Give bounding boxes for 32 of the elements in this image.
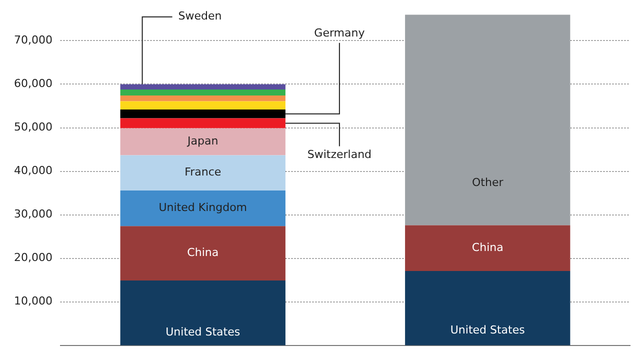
bar — [120, 128, 286, 156]
text: Sweden — [178, 10, 222, 23]
bar — [120, 280, 286, 346]
bar — [120, 84, 286, 90]
y-tick-label: 20,000 — [14, 251, 52, 264]
bar — [120, 118, 286, 128]
bar — [120, 89, 286, 96]
y-tick-label: 70,000 — [14, 34, 52, 47]
series-label: Japan — [186, 134, 218, 148]
bar — [120, 109, 286, 118]
y-tick-label: 10,000 — [14, 294, 52, 308]
bar — [120, 101, 286, 110]
bar — [405, 225, 570, 271]
series-label: United States — [166, 325, 240, 338]
text: United States — [450, 323, 525, 336]
bar — [120, 226, 286, 281]
bar — [120, 96, 286, 102]
bar — [120, 190, 286, 226]
series-label: France — [184, 166, 222, 179]
text: China — [187, 246, 219, 260]
text: Germany — [314, 26, 366, 40]
y-tick-label: 60,000 — [14, 77, 52, 90]
series-label: Other — [472, 176, 504, 189]
series-label: China — [472, 240, 504, 254]
bar — [405, 270, 570, 346]
series-label: United Kingdom — [158, 201, 248, 214]
y-tick-label: 30,000 — [14, 208, 52, 221]
y-tick-label: 40,000 — [14, 164, 52, 178]
y-tick-label: 50,000 — [14, 120, 52, 134]
bar — [120, 155, 286, 190]
bar — [405, 14, 570, 226]
text: Switzerland — [307, 148, 372, 162]
